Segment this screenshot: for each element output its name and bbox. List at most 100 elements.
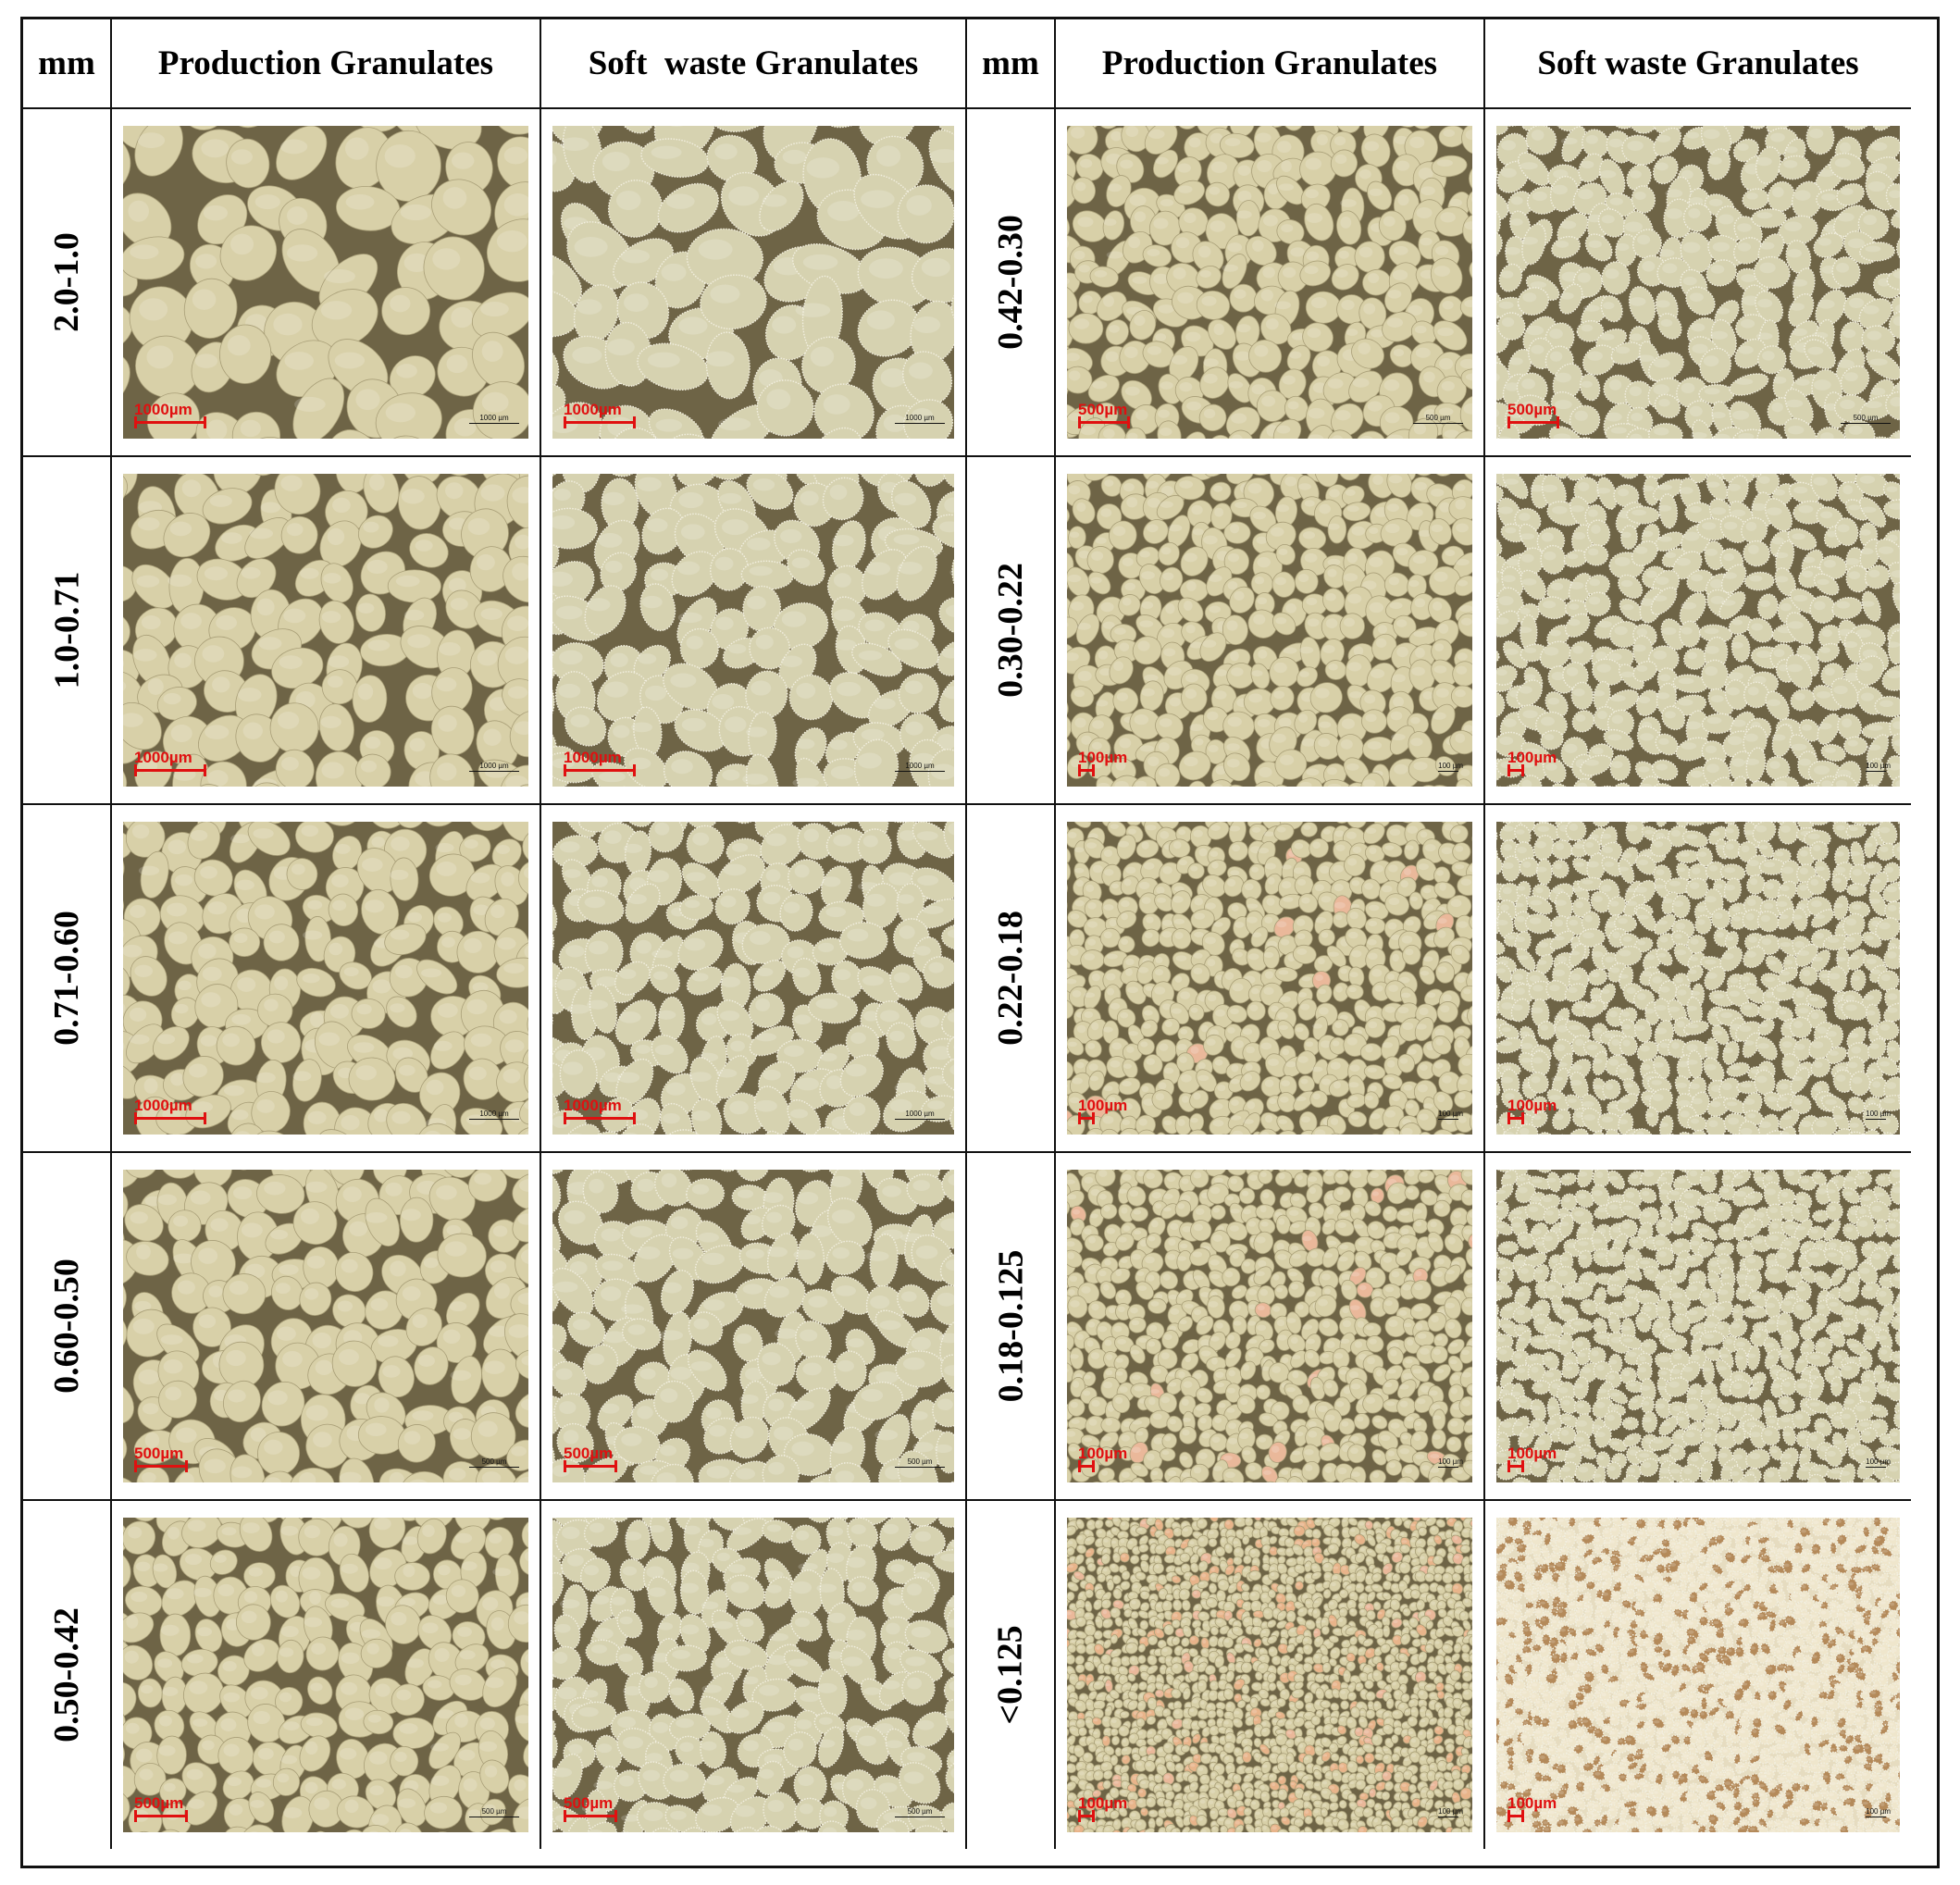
granule-highlight <box>505 775 528 787</box>
granule-highlight <box>1072 1077 1083 1085</box>
granule-highlight <box>1408 579 1420 588</box>
granule-highlight <box>1465 373 1472 381</box>
granule-highlight <box>1748 544 1759 554</box>
granule <box>328 893 359 927</box>
granule-highlight <box>1599 169 1617 179</box>
granule-highlight <box>1767 699 1781 707</box>
granule-highlight <box>134 964 154 977</box>
granule-highlight <box>1496 560 1497 564</box>
granule <box>1265 1053 1288 1078</box>
granule-highlight <box>1210 161 1228 173</box>
granule-highlight <box>1319 865 1330 874</box>
granule <box>1496 645 1500 666</box>
granule <box>1496 157 1498 188</box>
granule <box>1246 235 1277 267</box>
granule-highlight <box>894 638 919 651</box>
scale-bar-black-line <box>1438 1119 1459 1120</box>
granule-highlight <box>1842 718 1853 728</box>
granule-highlight <box>755 634 774 650</box>
granule <box>320 563 354 603</box>
granule-highlight <box>1115 761 1126 771</box>
granule-highlight <box>1231 942 1239 949</box>
granule-highlight <box>1350 903 1360 910</box>
granule <box>1520 569 1547 601</box>
granule <box>1346 822 1368 829</box>
granule-highlight <box>1747 686 1759 696</box>
granule-highlight <box>1522 861 1532 868</box>
granule <box>1578 153 1605 183</box>
granule <box>1367 180 1393 211</box>
granule-highlight <box>1578 189 1594 200</box>
granule-highlight <box>1194 898 1204 906</box>
granule-highlight <box>1629 386 1643 397</box>
granule <box>1355 430 1386 439</box>
granule-highlight <box>1303 825 1311 830</box>
granule-highlight <box>264 998 279 1011</box>
granule-highlight <box>180 613 202 629</box>
granule-highlight <box>1188 137 1201 148</box>
granule-highlight <box>829 739 848 750</box>
granule-highlight <box>1731 619 1743 626</box>
granule-highlight <box>1524 647 1537 653</box>
granule-highlight <box>1637 234 1651 245</box>
granule-highlight <box>1278 717 1292 727</box>
granule-highlight <box>714 143 738 160</box>
scale-bar-black-label: 1000 µm <box>479 762 509 770</box>
granule-highlight <box>1067 574 1082 583</box>
granule-highlight <box>1731 509 1746 517</box>
granule-highlight <box>1276 921 1287 928</box>
granule-highlight <box>229 233 254 255</box>
granule-highlight <box>147 677 164 695</box>
granule-highlight <box>1608 138 1623 148</box>
granule-highlight <box>598 533 623 548</box>
granule-highlight <box>129 1007 147 1023</box>
granule-highlight <box>249 527 274 539</box>
granule-highlight <box>1172 896 1184 903</box>
granule <box>1345 927 1368 949</box>
granule-highlight <box>433 1040 453 1051</box>
granule-highlight <box>698 239 733 260</box>
granule-highlight <box>1517 955 1529 961</box>
granule-highlight <box>1369 527 1379 535</box>
granule <box>1178 750 1211 781</box>
granule-highlight <box>880 367 906 388</box>
granule-highlight <box>1575 901 1584 909</box>
granule-highlight <box>730 1040 745 1052</box>
granule-highlight <box>1351 880 1360 887</box>
granule-highlight <box>1388 985 1398 992</box>
granule-highlight <box>1524 674 1536 680</box>
granule-highlight <box>1569 581 1584 589</box>
granule <box>1140 858 1164 881</box>
granule-highlight <box>1727 736 1743 746</box>
granule-highlight <box>212 676 230 693</box>
granule-highlight <box>412 683 433 700</box>
granule-highlight <box>1868 569 1880 578</box>
granule <box>1360 878 1382 900</box>
granule-highlight <box>1521 779 1532 787</box>
granule-highlight <box>1306 251 1320 261</box>
granule-highlight <box>1510 218 1523 226</box>
granule <box>431 179 491 236</box>
granule-highlight <box>800 490 819 506</box>
granule-highlight <box>1088 1063 1098 1072</box>
granule-highlight <box>329 1003 349 1019</box>
granule <box>1141 928 1160 948</box>
softwaste-image-cell: 100µm 100 µm <box>1485 457 1911 805</box>
scale-bar-black-label: 500 µm <box>1853 414 1879 422</box>
granule-highlight <box>827 201 860 221</box>
granule <box>375 392 442 439</box>
granule-image <box>1496 822 1900 1135</box>
granule <box>193 859 233 897</box>
granule-highlight <box>939 521 954 533</box>
granule-highlight <box>1362 779 1376 787</box>
granule-highlight <box>1124 386 1140 396</box>
granule <box>552 921 555 961</box>
granule-highlight <box>865 893 886 907</box>
granule-highlight <box>1496 436 1512 439</box>
granule-highlight <box>1842 329 1856 339</box>
granule-highlight <box>1602 302 1615 310</box>
granule-image <box>1496 126 1900 439</box>
granule-highlight <box>1123 483 1135 492</box>
scale-bar-black-label: 500 µm <box>1425 414 1451 422</box>
granule-highlight <box>1689 505 1702 514</box>
